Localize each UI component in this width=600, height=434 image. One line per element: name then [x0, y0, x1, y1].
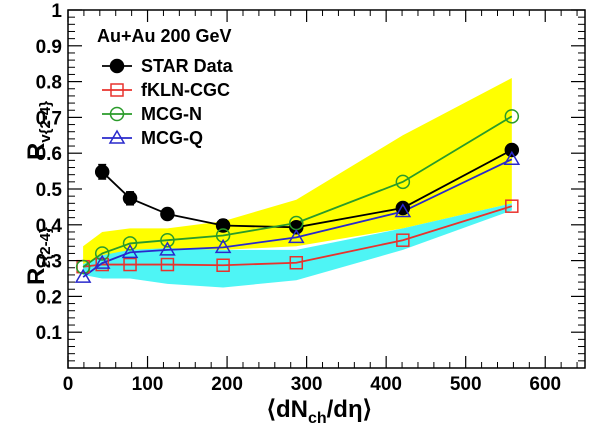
x-tick-label: 100 [132, 374, 164, 395]
data-point-1 [504, 142, 520, 158]
data-point-1 [160, 206, 175, 222]
y-tick-label: 0.6 [36, 144, 62, 165]
y-tick-label: 0.5 [36, 180, 63, 201]
legend-marker-4 [108, 129, 126, 144]
legend-label-3: MCG-N [141, 104, 202, 124]
y-tick-label: 0.1 [36, 323, 63, 344]
x-tick-label: 600 [529, 374, 561, 395]
uncertainty-band-2 [83, 203, 512, 288]
data-point-3 [215, 228, 231, 243]
legend-label-4: MCG-Q [141, 128, 203, 148]
uncertainty-band-1 [83, 78, 512, 268]
y-tick-label: 0.8 [36, 73, 62, 94]
axis-ticks: 0.1 0.2 0.3 0.4 0.5 0.6 0.7 0.8 0.9 1 0 100 200 300 40… [36, 1, 585, 395]
data-point-4 [159, 241, 176, 256]
data-point-2 [289, 255, 304, 270]
data-point-2 [396, 233, 410, 247]
y-tick-label: 0.4 [36, 216, 63, 237]
y-tick-label: 0.9 [36, 37, 62, 58]
legend-label-2: fKLN-CGC [141, 80, 230, 100]
data-point-2 [160, 257, 175, 272]
legend-marker-3 [109, 106, 125, 122]
x-tick-label: 300 [291, 374, 323, 395]
y-tick-label: 0.7 [36, 108, 62, 129]
x-tick-label: 200 [211, 374, 243, 395]
uncertainty-bands [83, 78, 512, 288]
data-point-4 [121, 243, 139, 259]
data-point-4 [503, 150, 521, 166]
y-tick-label: 0.2 [36, 287, 62, 308]
data-point-4 [394, 203, 412, 218]
data-point-1 [215, 218, 231, 233]
data-point-2 [216, 258, 230, 273]
data-point-3 [160, 232, 175, 248]
data-point-3 [395, 174, 411, 190]
data-point-4 [74, 268, 92, 283]
x-tick-label: 400 [370, 374, 402, 395]
y-tick-label: 0.3 [36, 252, 62, 273]
legend-label-1: STAR Data [141, 56, 234, 76]
x-tick-label: 500 [450, 374, 482, 395]
legend-marker-1 [109, 58, 125, 74]
x-tick-label: 0 [63, 374, 74, 395]
data-point-3 [94, 246, 110, 261]
data-point-2 [505, 199, 519, 213]
data-point-1 [94, 164, 110, 180]
data-point-1 [289, 220, 304, 235]
data-point-2 [123, 257, 137, 272]
y-axis-title-bottom: Rε{2-4} [23, 227, 54, 285]
data-point-4 [287, 228, 305, 244]
data-point-4 [93, 254, 111, 269]
series-markers [74, 109, 521, 283]
data-point-3 [122, 236, 138, 251]
data-point-1 [122, 191, 138, 206]
y-axis-title: Rv{2-4} Rε{2-4} [23, 101, 54, 285]
y-tick-label: 1 [51, 1, 62, 22]
data-point-3 [504, 109, 520, 124]
series-line-3 [82, 115, 513, 268]
y-axis-title-top: Rv{2-4} [23, 101, 54, 160]
legend: Au+Au 200 GeV STAR Data fKLN-CGC MCG-N MCG-… [97, 26, 234, 148]
x-axis-title: ⟨dNch/dη⟩ [267, 396, 372, 427]
data-point-4 [214, 238, 232, 254]
data-point-3 [75, 259, 91, 275]
series-line-4 [82, 158, 513, 278]
legend-title: Au+Au 200 GeV [97, 26, 232, 46]
legend-marker-2 [110, 83, 124, 97]
data-point-2 [95, 257, 109, 272]
